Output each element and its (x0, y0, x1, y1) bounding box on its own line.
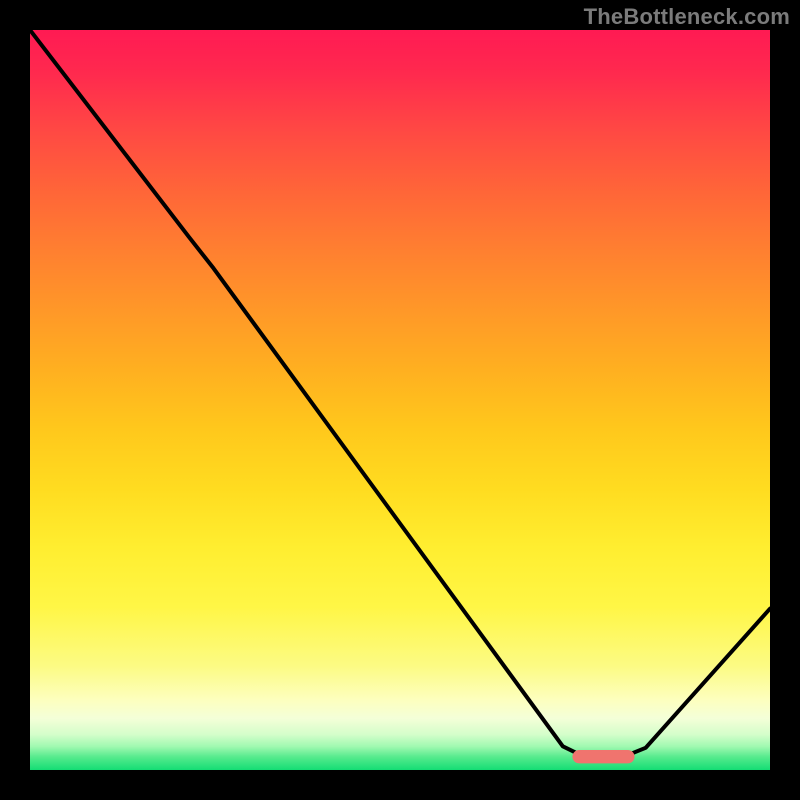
optimal-marker (572, 750, 634, 763)
gradient-background (30, 30, 770, 770)
watermark-text: TheBottleneck.com (584, 4, 790, 30)
bottleneck-chart (0, 0, 800, 800)
chart-container: { "watermark": { "text": "TheBottleneck.… (0, 0, 800, 800)
